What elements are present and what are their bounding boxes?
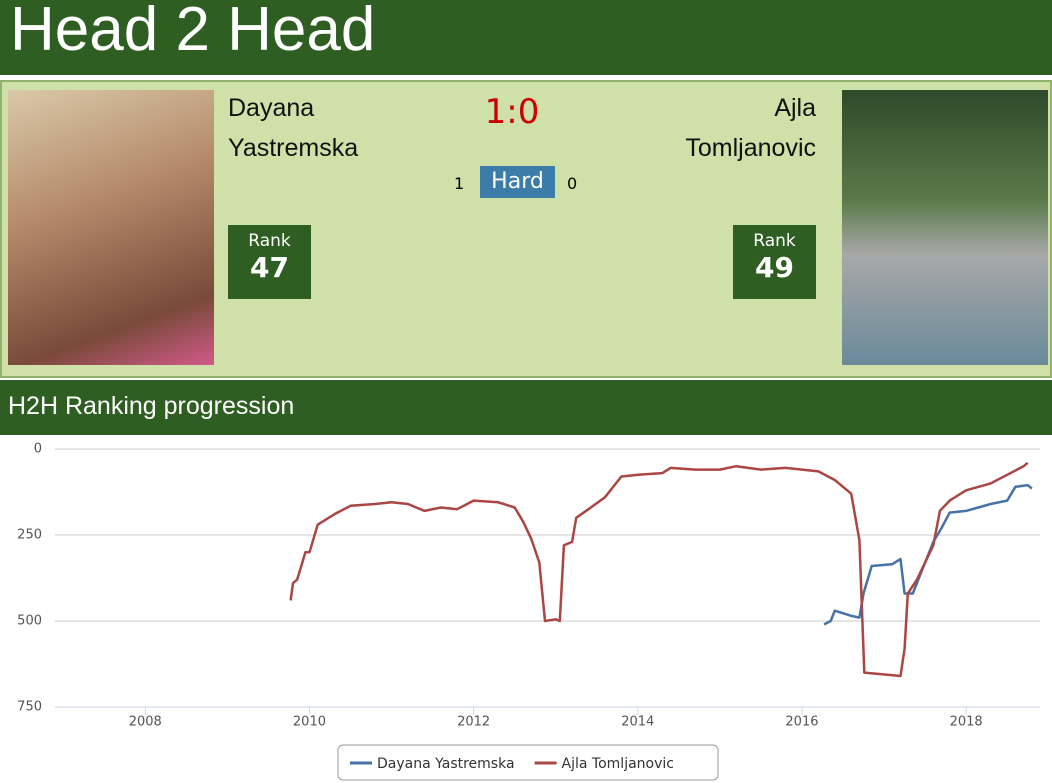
- legend-box: [337, 744, 719, 781]
- x-tick-label: 2018: [950, 715, 983, 730]
- x-tick-label: 2012: [457, 715, 490, 730]
- surface: Hard: [480, 166, 555, 198]
- rank-box: Rank 47: [228, 225, 311, 299]
- section-title: H2H Ranking progression: [8, 392, 295, 420]
- rank-value: 49: [755, 251, 794, 284]
- surface-wins: 0: [567, 174, 578, 193]
- player-photo: [842, 90, 1048, 365]
- y-tick-label: 500: [17, 614, 42, 629]
- rank-label: Rank: [248, 231, 291, 251]
- x-tick-label: 2010: [293, 715, 326, 730]
- x-tick-label: 2014: [621, 715, 654, 730]
- player-name[interactable]: Ajla Tomljanovic: [685, 94, 816, 162]
- player-name[interactable]: Dayana Yastremska: [228, 94, 359, 162]
- header-title: Head 2 Head: [10, 0, 376, 64]
- legend-label: Ajla Tomljanovic: [562, 756, 674, 772]
- header: Head 2 Head: [0, 0, 1052, 75]
- surface-wins: 1: [454, 174, 465, 193]
- h2h-panel: Dayana Yastremska Ajla Tomljanovic 1:0 1…: [0, 80, 1052, 378]
- chart: 0 250 500 750 2008 2010 2012 2014 2016 2018 Dayana…: [17, 442, 1040, 781]
- section-header: H2H Ranking progression: [0, 380, 1052, 435]
- rank-box: Rank 49: [733, 225, 816, 299]
- y-tick-label: 0: [34, 442, 42, 457]
- x-tick-label: 2016: [785, 715, 818, 730]
- y-tick-label: 750: [17, 700, 42, 715]
- legend-label: Dayana Yastremska: [377, 756, 515, 772]
- player-photo: [8, 90, 214, 365]
- line: [289, 461, 1029, 678]
- score: 1:0: [484, 92, 540, 132]
- rank-label: Rank: [753, 231, 796, 251]
- rank-value: 47: [250, 251, 289, 284]
- y-tick-label: 250: [17, 528, 42, 543]
- line: [823, 483, 1033, 626]
- x-tick-label: 2008: [129, 715, 162, 730]
